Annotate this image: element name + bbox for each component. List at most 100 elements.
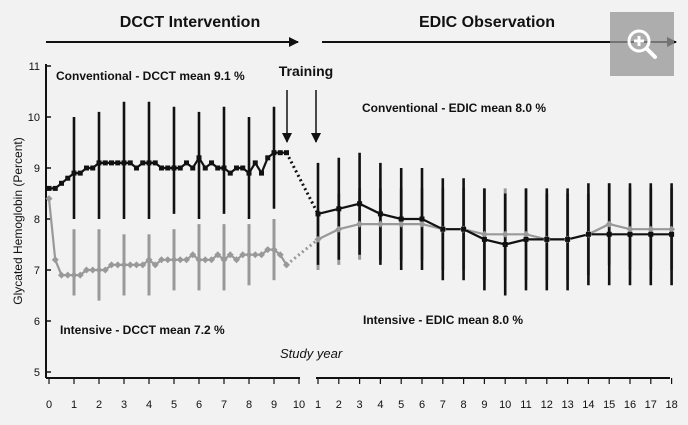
conventional-point xyxy=(115,160,121,166)
conventional-point xyxy=(52,185,58,191)
intensive-transition-line xyxy=(285,238,319,267)
intensive-point xyxy=(214,251,222,259)
edic-observation-label: EDIC Observation xyxy=(419,14,555,31)
y-tick-label: 10 xyxy=(28,112,40,124)
x-tick-label: 16 xyxy=(624,399,636,411)
conventional-point xyxy=(165,165,171,171)
conventional-point xyxy=(190,165,196,171)
intensive-edic-line xyxy=(317,222,672,241)
x-tick-label: 11 xyxy=(520,399,531,411)
conventional-point xyxy=(265,155,271,161)
intensive-point xyxy=(139,261,147,269)
intensive-point xyxy=(480,230,488,238)
intensive-point xyxy=(356,220,364,228)
zoom-in-icon xyxy=(627,29,657,59)
intensive-point xyxy=(276,251,284,259)
intensive-point xyxy=(126,261,134,269)
intensive-point xyxy=(251,251,259,259)
conventional-edic-annotation: Conventional - EDIC mean 8.0 % xyxy=(362,101,546,115)
x-tick-label: 13 xyxy=(561,399,573,411)
conventional-point xyxy=(77,170,83,176)
conventional-point xyxy=(177,165,183,171)
intensive-point xyxy=(120,261,128,269)
conventional-point xyxy=(398,216,404,222)
x-tick-label: 15 xyxy=(603,399,615,411)
conventional-point xyxy=(669,231,675,237)
intensive-point xyxy=(239,251,247,259)
conventional-point xyxy=(127,160,133,166)
x-tick-label: 1 xyxy=(71,399,77,411)
intensive-point xyxy=(76,271,84,279)
intensive-point xyxy=(176,256,184,264)
intensive-point xyxy=(51,256,59,264)
intensive-point xyxy=(170,256,178,264)
y-tick-label: 8 xyxy=(34,214,40,226)
conventional-point xyxy=(209,160,214,166)
intensive-point xyxy=(201,256,209,264)
y-tick-label: 11 xyxy=(29,61,40,73)
training-label: Training xyxy=(279,63,333,79)
conventional-point xyxy=(252,160,258,166)
conventional-point xyxy=(84,165,89,171)
conventional-point xyxy=(481,236,487,242)
intensive-point xyxy=(397,220,405,228)
x-tick-label: 8 xyxy=(461,399,467,411)
intensive-point xyxy=(45,195,53,203)
x-tick-label: 18 xyxy=(665,399,677,411)
intensive-point xyxy=(501,230,509,238)
conventional-point xyxy=(271,150,277,156)
intensive-point xyxy=(58,271,65,279)
intensive-point xyxy=(64,271,72,279)
conventional-point xyxy=(585,231,591,237)
dcct-intervention-label: DCCT Intervention xyxy=(120,14,260,31)
intensive-point xyxy=(158,256,165,264)
intensive-point xyxy=(195,256,203,264)
intensive-point xyxy=(220,256,228,264)
conventional-point xyxy=(240,165,246,171)
intensive-point xyxy=(647,225,655,233)
study-year-label: Study year xyxy=(280,346,343,361)
conventional-point xyxy=(46,185,52,191)
x-tick-label: 4 xyxy=(146,399,152,411)
conventional-point xyxy=(315,211,321,217)
zoom-button[interactable] xyxy=(610,12,674,76)
conventional-point xyxy=(284,150,289,156)
conventional-point xyxy=(140,160,146,166)
intensive-point xyxy=(83,266,90,274)
conventional-point xyxy=(227,170,233,176)
conventional-point xyxy=(357,201,363,207)
x-tick-label: 9 xyxy=(271,399,277,411)
conventional-point xyxy=(90,165,96,171)
x-tick-label: 0 xyxy=(46,399,52,411)
intensive-point xyxy=(208,256,215,264)
y-tick-label: 6 xyxy=(34,316,40,328)
conventional-point xyxy=(96,160,102,166)
intensive-point xyxy=(95,266,103,274)
intensive-point xyxy=(89,266,97,274)
intensive-point xyxy=(189,251,197,259)
x-tick-label: 6 xyxy=(419,399,425,411)
x-tick-label: 5 xyxy=(171,399,177,411)
conventional-point xyxy=(196,155,202,161)
intensive-point xyxy=(668,225,676,233)
intensive-point xyxy=(101,266,109,274)
intensive-point xyxy=(283,261,290,269)
conventional-point xyxy=(277,150,283,156)
intensive-point xyxy=(626,225,634,233)
conventional-point xyxy=(152,160,158,166)
conventional-point xyxy=(234,165,239,171)
x-tick-label: 3 xyxy=(121,399,127,411)
conventional-point xyxy=(215,165,221,171)
conventional-point xyxy=(202,165,208,171)
conventional-point xyxy=(502,242,508,247)
intensive-dcct-annotation: Intensive - DCCT mean 7.2 % xyxy=(60,323,225,337)
y-tick-label: 9 xyxy=(34,163,40,175)
conventional-dcct-line xyxy=(49,151,287,190)
intensive-dcct-line xyxy=(47,198,288,277)
y-tick-label: 5 xyxy=(34,367,40,379)
conventional-point xyxy=(627,231,633,237)
x-tick-label: 10 xyxy=(499,399,511,411)
conventional-point xyxy=(565,236,571,242)
conventional-point xyxy=(259,170,264,176)
